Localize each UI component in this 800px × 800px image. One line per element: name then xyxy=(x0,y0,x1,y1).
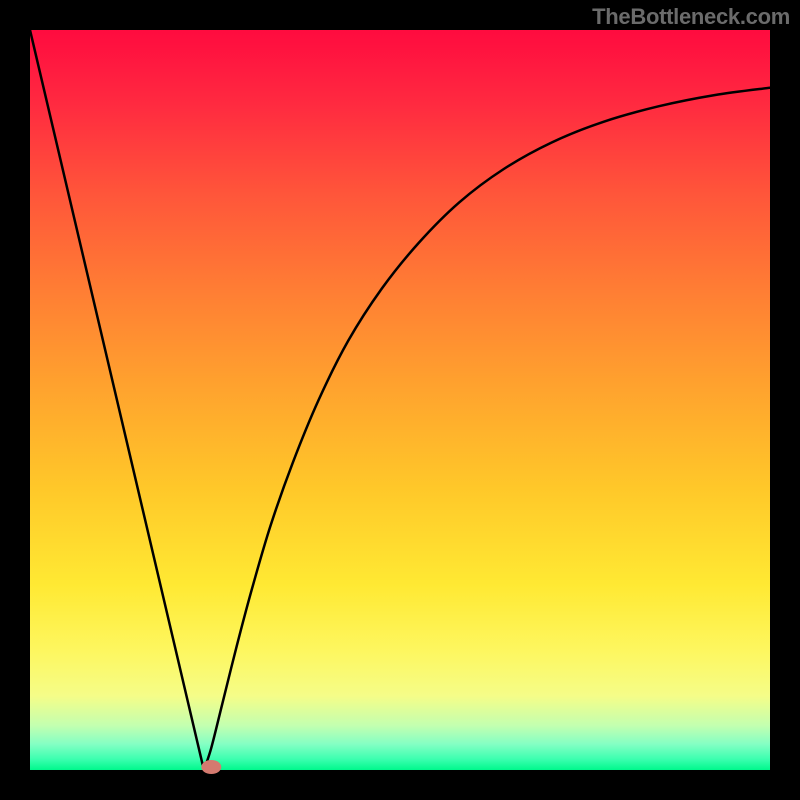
site-watermark: TheBottleneck.com xyxy=(592,4,790,30)
bottleneck-curve-plot xyxy=(0,0,800,800)
chart-container: TheBottleneck.com xyxy=(0,0,800,800)
optimal-point-marker xyxy=(201,760,221,774)
plot-gradient-background xyxy=(30,30,770,770)
